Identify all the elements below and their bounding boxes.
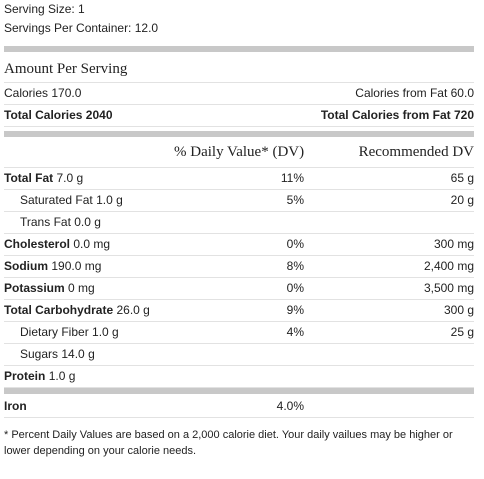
nutrient-name: Potassium — [4, 281, 65, 295]
calories-row: Calories 170.0 Calories from Fat 60.0 — [4, 83, 474, 105]
daily-value: 0% — [286, 281, 304, 295]
daily-value: 9% — [286, 303, 304, 317]
iron-row: Iron 4.0% — [4, 396, 474, 418]
total-calories-from-fat: Total Calories from Fat 720 — [320, 108, 474, 122]
nutrient-name: Sugars — [20, 347, 59, 361]
nutrient-label: Sugars 14.0 g — [4, 344, 174, 365]
nutrient-rows: Total Fat 7.0 g 11% 65 g Saturated Fat 1.0 … — [4, 168, 474, 388]
empty — [304, 344, 474, 365]
nutrient-amount: 1.0 g — [48, 369, 76, 383]
daily-value: 0% — [286, 237, 304, 251]
nutrient-label: Total Carbohydrate 26.0 g — [4, 300, 174, 321]
nutrient-name: Trans Fat — [20, 215, 71, 229]
divider — [4, 46, 474, 52]
servings-per-container: Servings Per Container: 12.0 — [4, 21, 159, 35]
iron-name: Iron — [4, 399, 27, 413]
column-header: % Daily Value* (DV) Recommended DV — [4, 137, 474, 168]
recommended-value: 300 mg — [433, 237, 474, 251]
iron-value: 4.0% — [276, 399, 304, 413]
serving-size: Serving Size: 1 — [4, 2, 85, 16]
nutrient-amount: 7.0 g — [56, 171, 84, 185]
daily-value: 4% — [286, 325, 304, 339]
nutrient-amount: 0.0 g — [74, 215, 101, 229]
recommended-value: 20 g — [450, 193, 474, 207]
daily-value: 11% — [280, 171, 304, 185]
calories-from-fat: Calories from Fat 60.0 — [355, 86, 474, 100]
nutrient-row: Total Carbohydrate 26.0 g 9% 300 g — [4, 300, 474, 322]
divider — [4, 131, 474, 137]
nutrient-label: Sodium 190.0 mg — [4, 256, 174, 277]
total-calories-row: Total Calories 2040 Total Calories from … — [4, 105, 474, 127]
nutrient-row: Total Fat 7.0 g 11% 65 g — [4, 168, 474, 190]
nutrient-amount: 14.0 g — [61, 347, 95, 361]
nutrient-label: Dietary Fiber 1.0 g — [4, 322, 174, 343]
nutrient-name: Total Carbohydrate — [4, 303, 114, 317]
total-calories: Total Calories 2040 — [4, 108, 113, 122]
nutrient-name: Total Fat — [4, 171, 54, 185]
nutrient-row: Potassium 0 mg 0% 3,500 mg — [4, 278, 474, 300]
nutrient-amount: 0 mg — [68, 281, 95, 295]
divider — [4, 388, 474, 394]
empty — [174, 212, 304, 233]
recommended-header: Recommended DV — [358, 144, 474, 160]
empty — [174, 366, 304, 387]
empty — [304, 366, 474, 387]
nutrient-name: Dietary Fiber — [20, 325, 89, 339]
nutrient-label: Saturated Fat 1.0 g — [4, 190, 174, 211]
daily-value: 8% — [286, 259, 304, 273]
nutrient-label: Protein 1.0 g — [4, 366, 174, 387]
nutrient-amount: 26.0 g — [116, 303, 150, 317]
nutrient-label: Total Fat 7.0 g — [4, 168, 174, 189]
nutrient-row: Saturated Fat 1.0 g 5% 20 g — [4, 190, 474, 212]
nutrient-name: Cholesterol — [4, 237, 71, 251]
daily-value: 5% — [286, 193, 304, 207]
nutrient-row: Cholesterol 0.0 mg 0% 300 mg — [4, 234, 474, 256]
nutrient-amount: 1.0 g — [96, 193, 123, 207]
footnote: * Percent Daily Values are based on a 2,… — [4, 429, 453, 457]
empty — [304, 212, 474, 233]
nutrient-amount: 190.0 mg — [51, 259, 102, 273]
recommended-value: 25 g — [450, 325, 474, 339]
nutrient-row: Sodium 190.0 mg 8% 2,400 mg — [4, 256, 474, 278]
nutrient-label: Trans Fat 0.0 g — [4, 212, 174, 233]
amount-header: Amount Per Serving — [4, 56, 474, 83]
calories: Calories 170.0 — [4, 86, 82, 100]
empty — [174, 344, 304, 365]
recommended-value: 65 g — [450, 171, 474, 185]
nutrient-row: Dietary Fiber 1.0 g 4% 25 g — [4, 322, 474, 344]
dv-header: % Daily Value* (DV) — [174, 144, 305, 160]
nutrient-name: Sodium — [4, 259, 48, 273]
nutrient-name: Protein — [4, 369, 46, 383]
recommended-value: 3,500 mg — [423, 281, 474, 295]
nutrient-row: Trans Fat 0.0 g — [4, 212, 474, 234]
recommended-value: 300 g — [443, 303, 474, 317]
nutrient-row: Protein 1.0 g — [4, 366, 474, 388]
recommended-value: 2,400 mg — [423, 259, 474, 273]
nutrient-label: Potassium 0 mg — [4, 278, 174, 299]
nutrient-label: Cholesterol 0.0 mg — [4, 234, 174, 255]
nutrient-amount: 1.0 g — [92, 325, 119, 339]
nutrient-row: Sugars 14.0 g — [4, 344, 474, 366]
nutrition-label: Serving Size: 1 Servings Per Container: … — [4, 0, 474, 418]
nutrient-name: Saturated Fat — [20, 193, 93, 207]
nutrient-amount: 0.0 mg — [73, 237, 111, 251]
